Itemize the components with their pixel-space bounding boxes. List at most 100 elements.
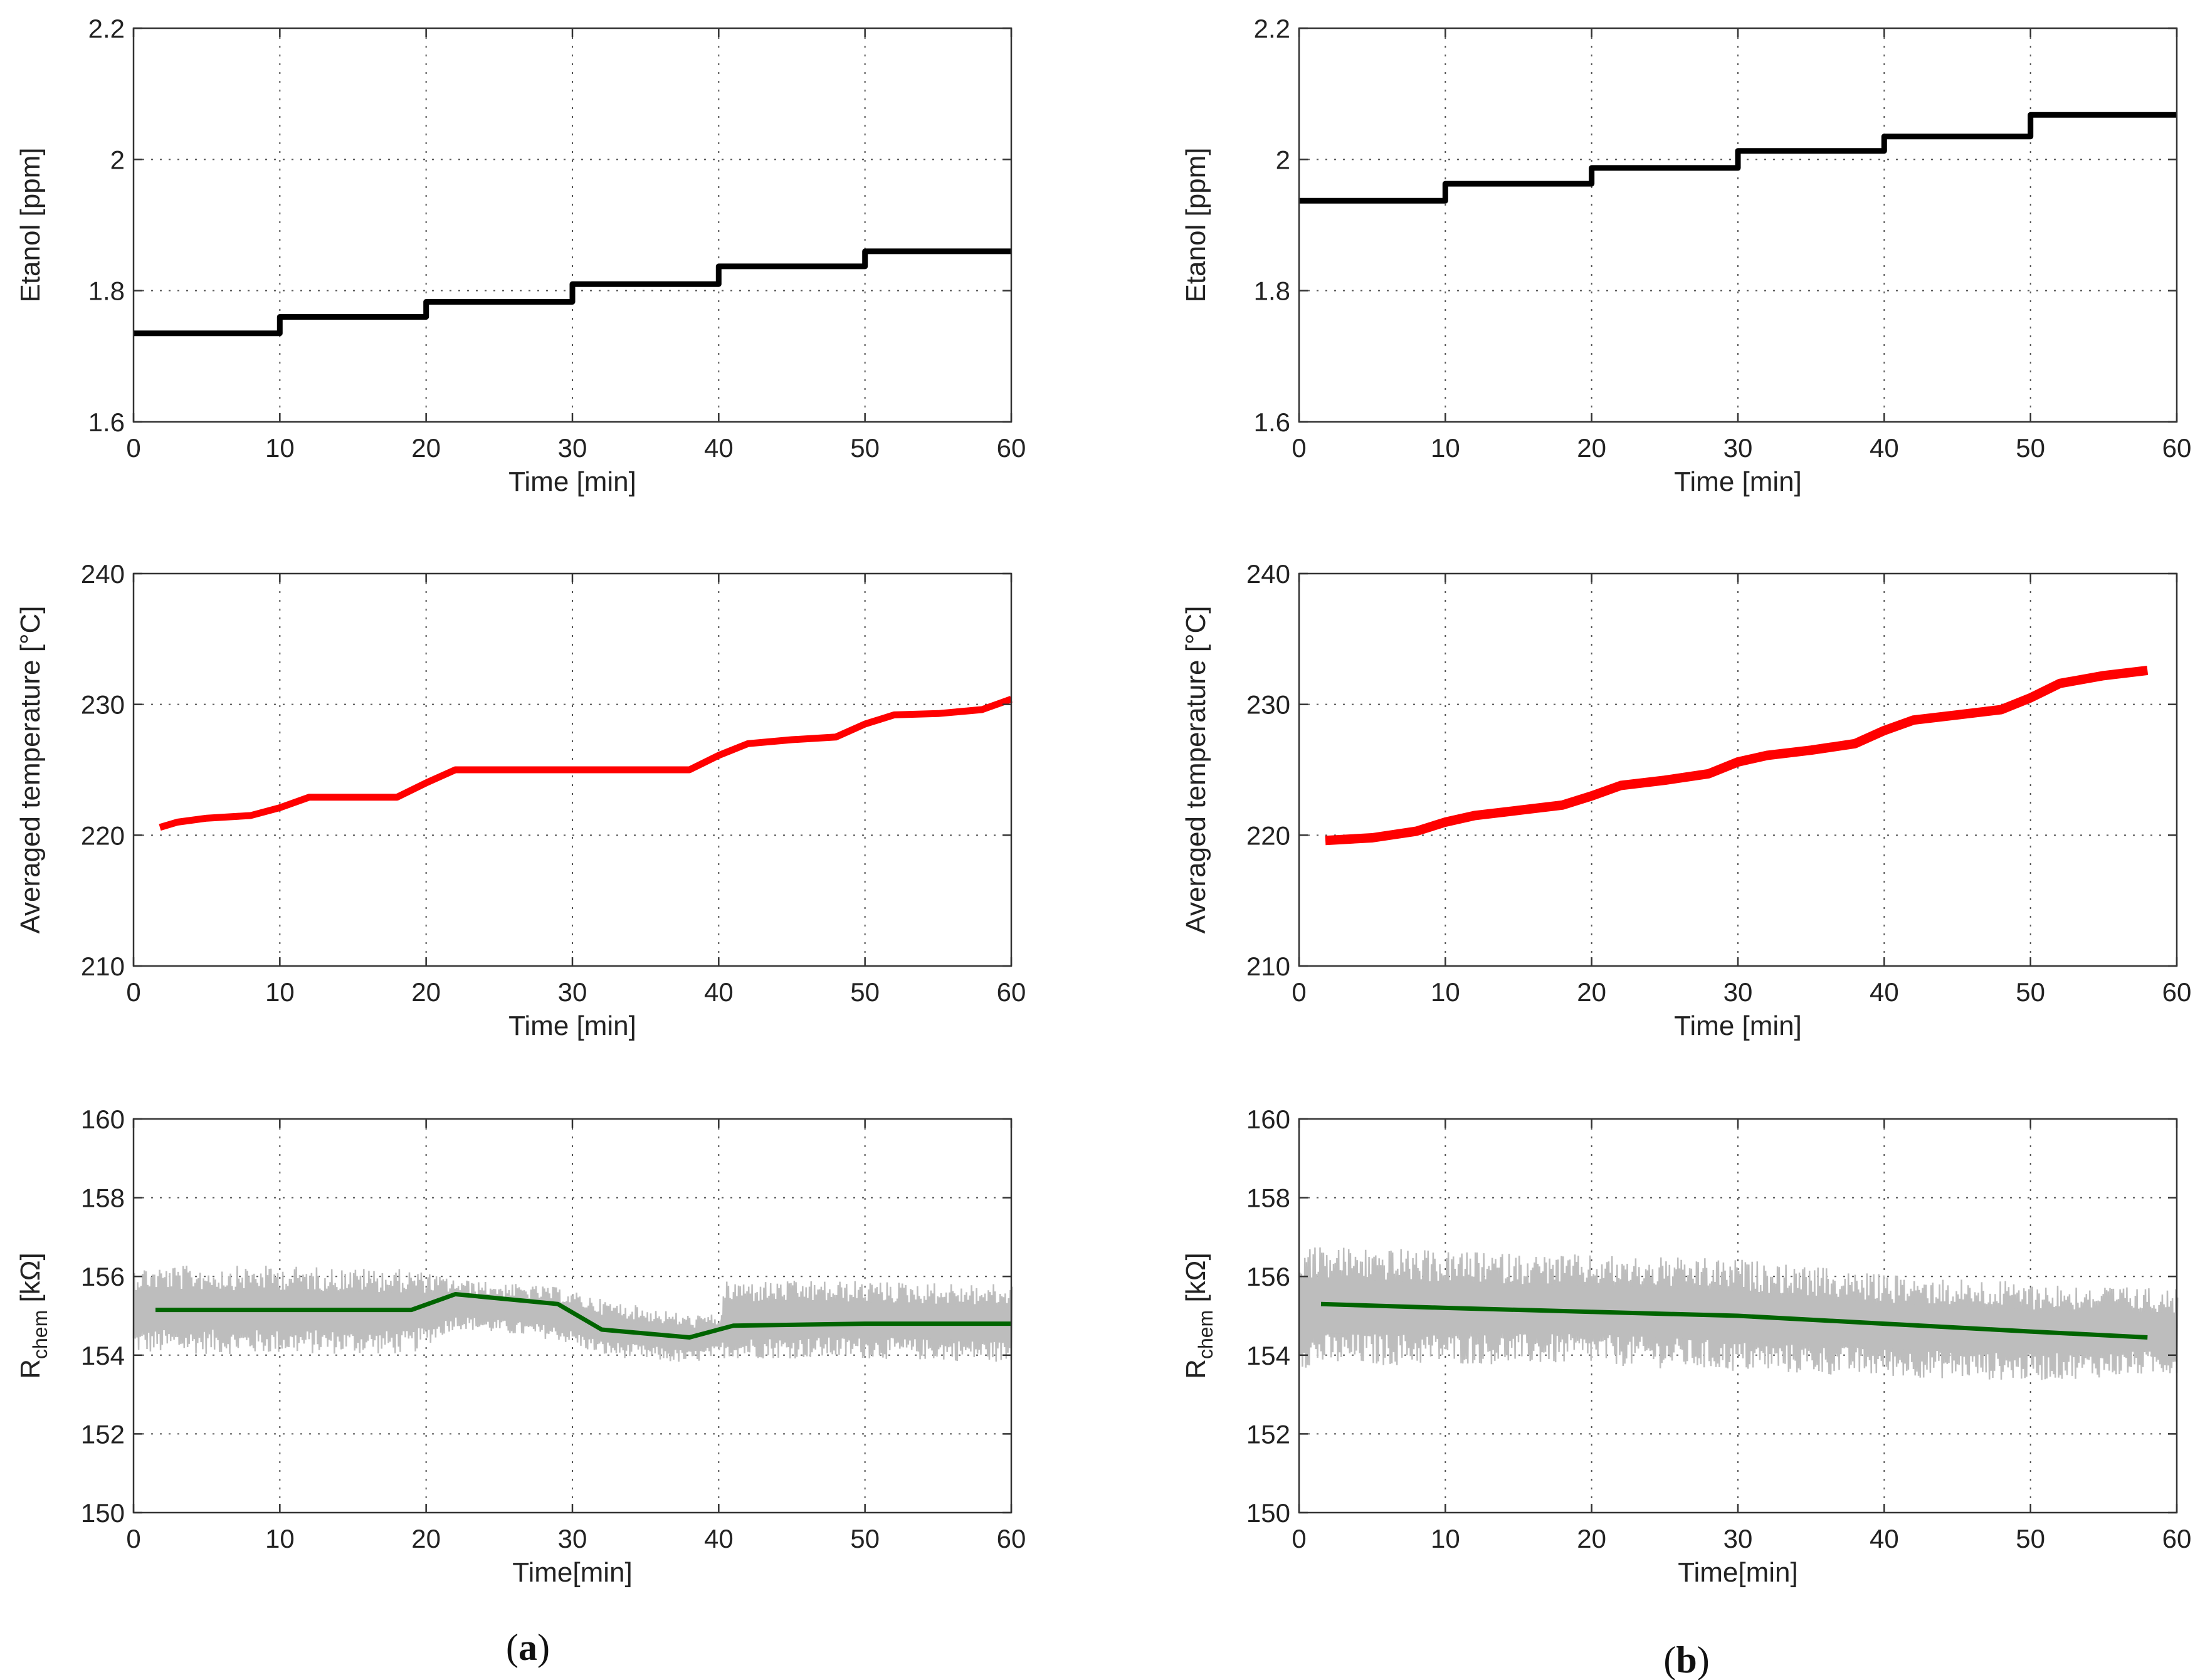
y-tick-label: 1.6: [88, 407, 125, 437]
y-tick-label: 150: [81, 1498, 125, 1528]
y-tick-label: 240: [81, 559, 125, 589]
x-axis-label: Time [min]: [508, 1011, 636, 1041]
x-tick-label: 20: [1577, 433, 1606, 463]
y-tick-label: 210: [81, 952, 125, 981]
x-tick-label: 0: [126, 1524, 140, 1553]
x-tick-label: 60: [2162, 977, 2192, 1007]
chart-b1: 0 10 20 30 40 50 60 1.6 1.8 2 2.2 Time [min] Etanol …: [1181, 14, 2191, 497]
x-axis-label: Time[min]: [1678, 1557, 1798, 1588]
y-tick-label: 2: [1276, 145, 1290, 174]
y-tick-label: 160: [81, 1105, 125, 1134]
x-tick-label: 0: [126, 433, 140, 463]
y-tick-label: 152: [1246, 1419, 1290, 1449]
x-tick-label: 10: [1431, 433, 1460, 463]
x-tick-label: 0: [126, 977, 140, 1007]
y-tick-label: 220: [81, 821, 125, 850]
y-tick-label: 160: [1246, 1105, 1290, 1134]
x-tick-label: 60: [997, 433, 1026, 463]
x-axis-label: Time [min]: [1674, 466, 1802, 497]
plot-area: [1299, 574, 2177, 966]
x-tick-label: 10: [265, 433, 295, 463]
x-tick-label: 40: [704, 1524, 734, 1553]
chart-a3: 0 10 20 30 40 50 60 150 152 154 156 158 160 Time[min]…: [15, 1105, 1026, 1588]
x-tick-label: 40: [1870, 977, 1899, 1007]
chart-a2: 0 10 20 30 40 50 60 210 220 230 240 Time [min] Avera…: [15, 559, 1026, 1041]
y-tick-label: 1.6: [1254, 407, 1290, 437]
series-line: [155, 1292, 1011, 1340]
panel-label-b-letter: b: [1676, 1639, 1697, 1680]
x-tick-label: 20: [411, 433, 441, 463]
x-tick-label: 40: [1870, 1524, 1899, 1553]
y-axis-label: Etanol [ppm]: [15, 147, 46, 302]
x-tick-label: 50: [2016, 1524, 2045, 1553]
y-tick-label: 154: [1246, 1341, 1290, 1370]
raw-signal-fill: [134, 1290, 1011, 1351]
chart-b3: 0 10 20 30 40 50 60 150 152 154 156 158 160 Time[min]…: [1181, 1105, 2191, 1588]
x-tick-label: 50: [2016, 977, 2045, 1007]
y-tick-label: 240: [1246, 559, 1290, 589]
y-axis-label: Rchem [kΩ]: [15, 1252, 51, 1379]
series-line: [134, 248, 1011, 337]
y-axis-label: Averaged temperature [°C]: [1181, 606, 1211, 933]
x-tick-label: 60: [2162, 433, 2192, 463]
y-tick-label: 230: [1246, 690, 1290, 720]
x-tick-label: 30: [1723, 1524, 1753, 1553]
x-tick-label: 20: [1577, 977, 1606, 1007]
plot-area: [134, 28, 1011, 422]
x-tick-label: 40: [704, 977, 734, 1007]
x-tick-label: 30: [558, 977, 587, 1007]
y-tick-label: 158: [1246, 1184, 1290, 1213]
x-axis-label: Time[min]: [512, 1557, 633, 1588]
panel-label-b: (b): [1663, 1639, 1709, 1680]
x-tick-label: 10: [1431, 1524, 1460, 1553]
y-axis-label: Rchem [kΩ]: [1181, 1252, 1217, 1379]
y-tick-label: 2: [110, 145, 125, 174]
series-line: [1320, 1301, 2148, 1340]
x-tick-label: 30: [558, 1524, 587, 1553]
series-line: [1299, 112, 2177, 204]
x-tick-label: 50: [2016, 433, 2045, 463]
x-tick-label: 0: [1292, 977, 1306, 1007]
y-tick-label: 152: [81, 1419, 125, 1449]
y-tick-label: 2.2: [1254, 14, 1290, 43]
x-tick-label: 50: [850, 977, 880, 1007]
chart-a1: 0 10 20 30 40 50 60 1.6 1.8 2 2.2 Time [min] Etanol …: [15, 14, 1026, 497]
y-tick-label: 150: [1246, 1498, 1290, 1528]
y-tick-label: 210: [1246, 952, 1290, 981]
panel-label-a-letter: a: [518, 1627, 537, 1668]
x-tick-label: 30: [558, 433, 587, 463]
x-tick-label: 50: [850, 433, 880, 463]
y-tick-label: 158: [81, 1184, 125, 1213]
x-axis-label: Time [min]: [508, 466, 636, 497]
series-line: [1325, 665, 2149, 846]
x-tick-label: 10: [265, 1524, 295, 1553]
x-tick-label: 20: [411, 977, 441, 1007]
y-tick-label: 220: [1246, 821, 1290, 850]
y-axis-label: Etanol [ppm]: [1181, 147, 1211, 302]
series-line: [159, 696, 1013, 831]
plot-area: [1299, 28, 2177, 422]
y-tick-label: 156: [1246, 1262, 1290, 1291]
y-tick-label: 1.8: [1254, 276, 1290, 306]
y-tick-label: 156: [81, 1262, 125, 1291]
x-tick-label: 60: [997, 1524, 1026, 1553]
x-tick-label: 0: [1292, 433, 1306, 463]
y-axis-label: Averaged temperature [°C]: [15, 606, 46, 933]
y-tick-label: 1.8: [88, 276, 125, 306]
x-tick-label: 20: [411, 1524, 441, 1553]
x-tick-label: 20: [1577, 1524, 1606, 1553]
y-tick-label: 2.2: [88, 14, 125, 43]
x-tick-label: 60: [2162, 1524, 2192, 1553]
x-tick-label: 30: [1723, 977, 1753, 1007]
y-tick-label: 230: [81, 690, 125, 720]
x-tick-label: 40: [704, 433, 734, 463]
x-tick-label: 60: [997, 977, 1026, 1007]
x-tick-label: 40: [1870, 433, 1899, 463]
x-axis-label: Time [min]: [1674, 1011, 1802, 1041]
x-tick-label: 0: [1292, 1524, 1306, 1553]
y-tick-label: 154: [81, 1341, 125, 1370]
x-tick-label: 50: [850, 1524, 880, 1553]
x-tick-label: 10: [265, 977, 295, 1007]
panel-label-a: (a): [506, 1627, 550, 1668]
